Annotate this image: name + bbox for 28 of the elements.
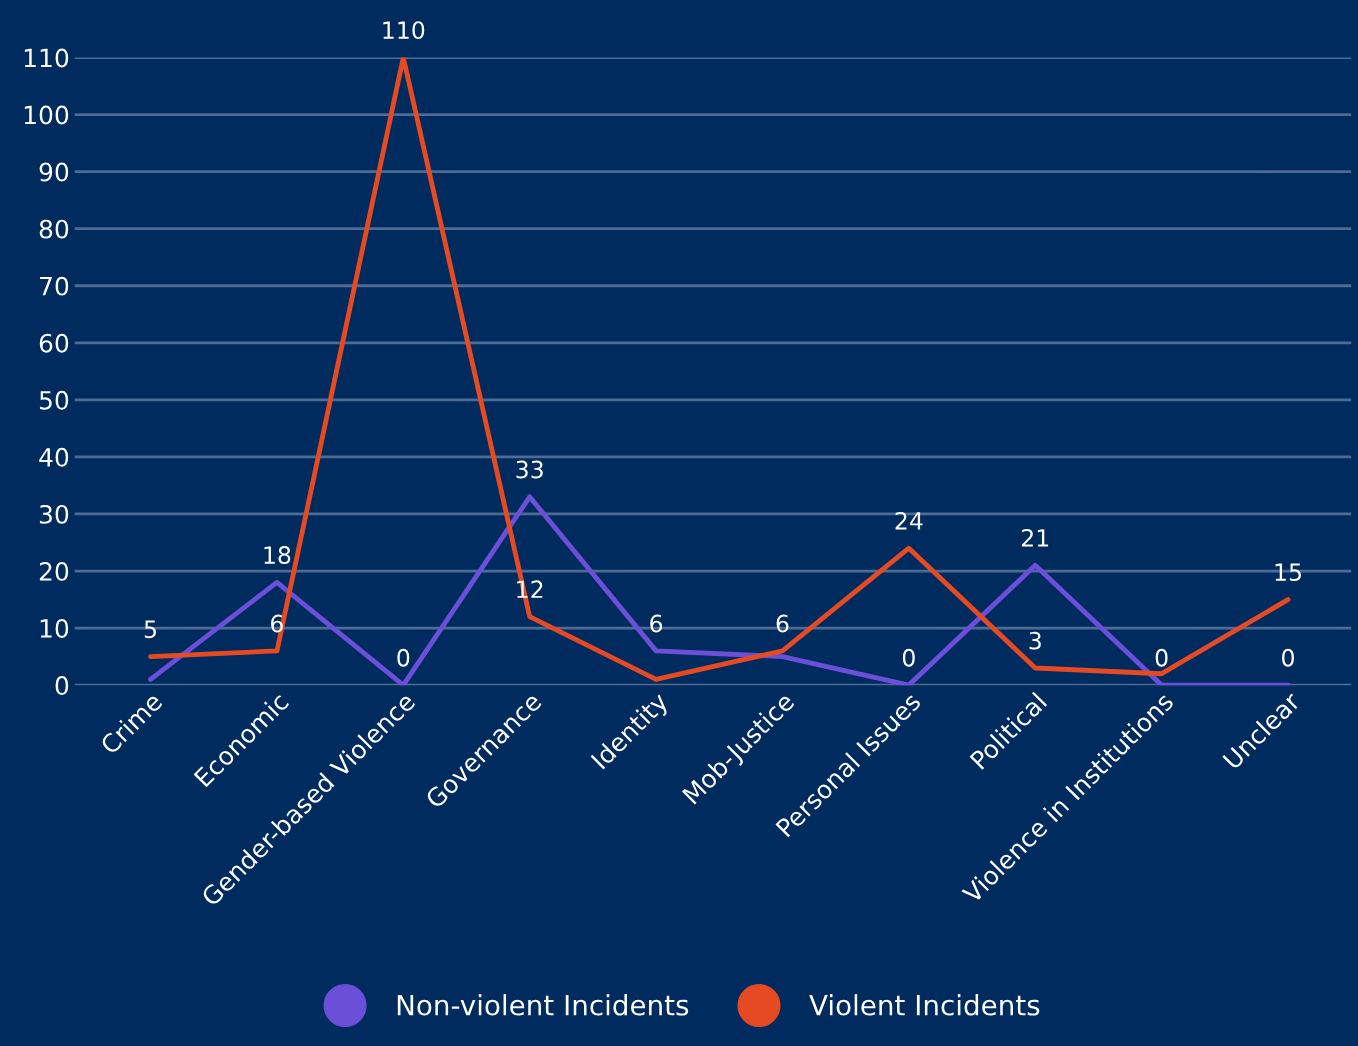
data-label: 15 (1275, 563, 1301, 582)
legend-label: Non-violent Incidents (397, 994, 689, 1016)
y-tick-label: 70 (40, 276, 69, 296)
data-label: 21 (1021, 528, 1049, 547)
y-tick-label: 60 (39, 333, 69, 353)
data-label: 0 (1282, 648, 1294, 667)
data-label: 110 (383, 21, 425, 40)
y-tick-label: 90 (39, 162, 69, 182)
y-tick-label: 10 (40, 619, 69, 638)
y-tick-label: 30 (39, 504, 69, 524)
data-label: 5 (144, 620, 156, 639)
data-label: 6 (650, 614, 663, 633)
data-label: 33 (516, 460, 543, 479)
y-tick-label: 40 (39, 447, 69, 467)
y-tick-label: 80 (39, 219, 69, 239)
data-label: 18 (264, 546, 291, 564)
data-label: 6 (776, 614, 789, 633)
y-tick-label: 110 (24, 48, 69, 68)
y-tick-label: 50 (39, 390, 69, 410)
data-label: 0 (397, 648, 410, 667)
legend-label: Violent Incidents (809, 994, 1040, 1016)
y-tick-label: 100 (24, 105, 69, 125)
data-label: 0 (1155, 648, 1168, 667)
data-label: 0 (902, 648, 915, 667)
data-label: 3 (1029, 631, 1041, 650)
y-tick-label: 0 (55, 676, 69, 695)
data-label: 24 (895, 511, 923, 530)
y-tick-label: 20 (39, 561, 69, 581)
